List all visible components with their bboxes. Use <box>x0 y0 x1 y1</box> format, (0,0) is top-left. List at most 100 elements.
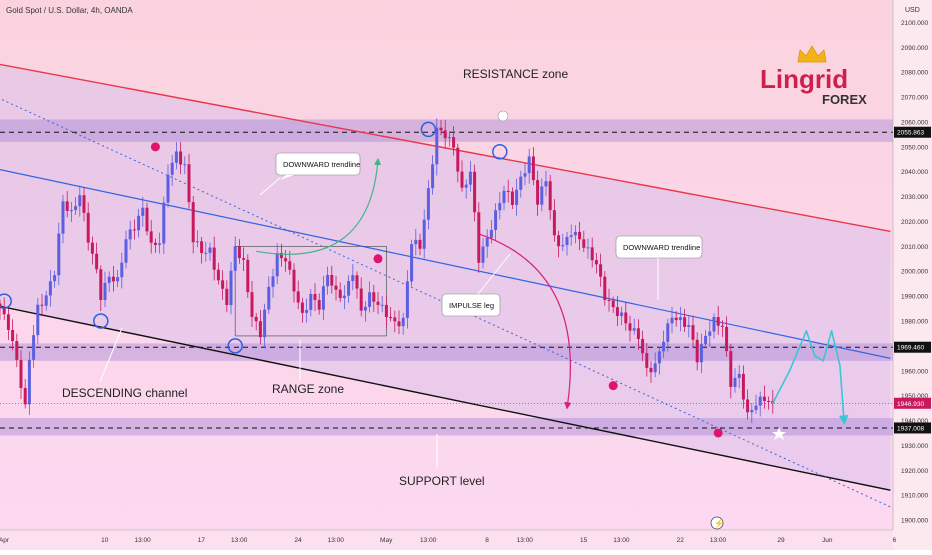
candle-body <box>611 300 615 308</box>
mid-trendline <box>0 168 891 359</box>
candle <box>116 270 120 288</box>
candle-body <box>208 247 212 253</box>
candle-body <box>523 173 527 177</box>
candle-body <box>582 239 586 248</box>
candle <box>69 201 73 223</box>
candle-body <box>683 317 687 327</box>
candle <box>111 265 115 292</box>
candle <box>397 310 401 335</box>
candle <box>195 230 199 248</box>
candle-body <box>40 304 44 306</box>
candle-body <box>573 231 577 236</box>
candle <box>132 219 136 240</box>
alert-bell-icon[interactable] <box>497 110 509 122</box>
candle-body <box>78 195 82 207</box>
price-tag-resistance-level: 2055.863 <box>894 126 931 138</box>
candle-body <box>750 409 754 413</box>
candle <box>242 247 246 272</box>
y-tick-label: 1990.000 <box>901 294 928 301</box>
candle <box>284 249 288 272</box>
candle <box>443 119 447 149</box>
candle-body <box>254 316 258 322</box>
candle-body <box>334 285 338 290</box>
candle-body <box>183 164 187 166</box>
candle-body <box>250 292 254 317</box>
candle-body <box>405 281 409 318</box>
candle-body <box>271 276 275 287</box>
candle-body <box>309 294 313 310</box>
descending-channel-label: DESCENDING channel <box>62 386 187 400</box>
x-tick-label: 15 <box>580 537 588 544</box>
candle-body <box>305 309 309 313</box>
candle-body <box>23 387 27 405</box>
candle <box>620 306 624 326</box>
candle <box>355 271 359 299</box>
candle <box>632 318 636 335</box>
candle-body <box>292 269 296 292</box>
candle <box>288 251 292 275</box>
candle <box>578 221 582 251</box>
candle <box>120 252 124 289</box>
candle-body <box>590 247 594 261</box>
candle <box>376 291 380 315</box>
candle <box>74 196 78 216</box>
candle <box>498 192 502 220</box>
candle <box>540 178 544 212</box>
candle <box>750 403 754 424</box>
candle-body <box>149 231 153 243</box>
candle-body <box>435 127 439 165</box>
candle <box>481 237 485 269</box>
lightning-icon[interactable] <box>710 516 724 530</box>
candle <box>699 333 703 374</box>
candle <box>641 330 645 362</box>
candle <box>729 343 733 399</box>
candle <box>754 394 758 415</box>
y-tick-label: 2020.000 <box>901 219 928 226</box>
candle-body <box>691 325 695 340</box>
candle <box>695 332 699 371</box>
downward-trendline-1-text: DOWNWARD trendline <box>283 160 360 169</box>
candle <box>708 320 712 347</box>
candle <box>557 230 561 258</box>
x-tick-label: May <box>380 537 393 544</box>
logo-sub: FOREX <box>822 92 867 107</box>
candle <box>78 185 82 217</box>
candle <box>573 225 577 244</box>
swing-dot <box>373 254 383 264</box>
candle <box>393 310 397 333</box>
candle-body <box>410 244 414 282</box>
candle-body <box>363 306 367 311</box>
candle-body <box>74 206 78 211</box>
candle <box>141 196 145 227</box>
support-level-label: SUPPORT level <box>399 474 485 488</box>
candle-body <box>620 312 624 316</box>
candle <box>687 316 691 338</box>
candle <box>725 316 729 357</box>
candle <box>233 236 237 281</box>
candle <box>624 301 628 331</box>
candle-body <box>426 188 430 220</box>
candle-body <box>69 210 73 212</box>
x-tick-label: 22 <box>677 537 685 544</box>
candle <box>326 266 330 295</box>
candle-body <box>561 245 565 247</box>
price-tag-bg <box>894 422 931 434</box>
candle <box>594 252 598 274</box>
candle <box>200 236 204 264</box>
candle-body <box>166 174 170 203</box>
candle-body <box>86 212 90 243</box>
candle-body <box>372 292 376 302</box>
candle-body <box>741 373 745 400</box>
candle <box>628 315 632 342</box>
candle-body <box>510 191 514 205</box>
candle <box>473 164 477 222</box>
pivot-circle <box>492 144 508 160</box>
x-tick-label: 6 <box>893 537 897 544</box>
candle-body <box>431 164 435 189</box>
candle <box>531 147 535 186</box>
pivot-circle <box>227 338 243 354</box>
y-tick-label: 1910.000 <box>901 493 928 500</box>
candle <box>561 233 565 252</box>
candle-body <box>19 359 23 388</box>
pointer-channel <box>99 327 123 383</box>
